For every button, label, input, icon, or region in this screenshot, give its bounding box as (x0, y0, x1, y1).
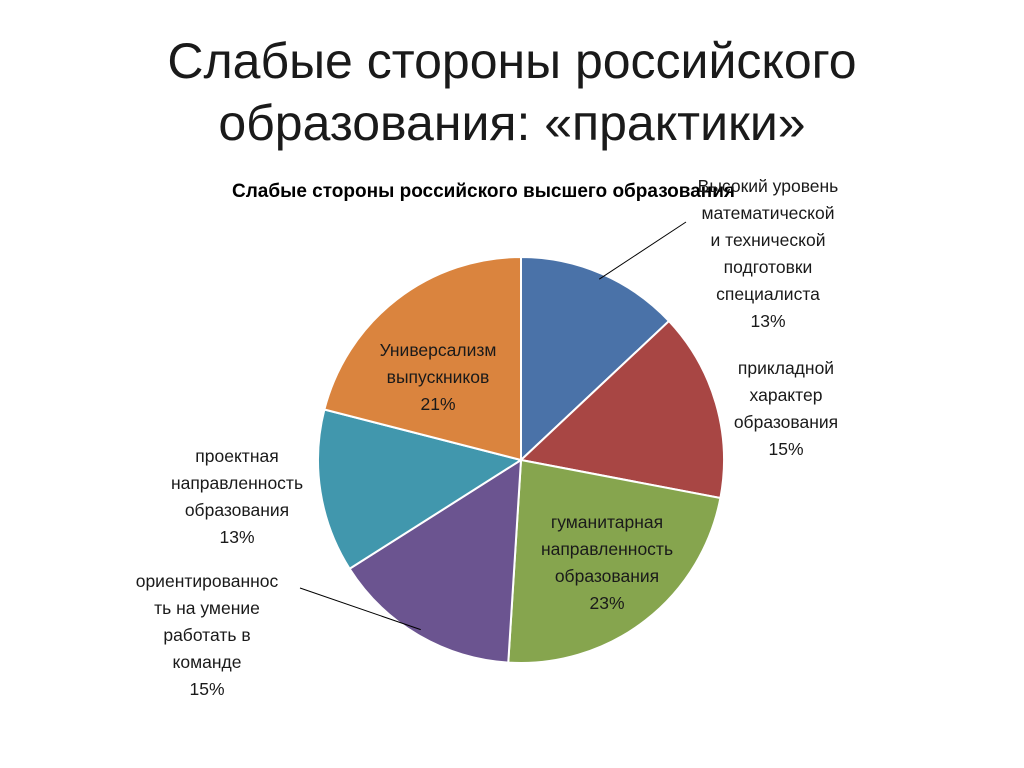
slide-title-line-2: образования: «практики» (218, 95, 806, 151)
slice-label-line: специалиста (716, 284, 820, 304)
slice-label-line: гуманитарная (550, 512, 664, 532)
slice-percent: 13% (750, 311, 786, 331)
slice-percent: 21% (420, 394, 456, 414)
slice-label-line: ть на умение (154, 598, 260, 618)
slice-label-line: образования (554, 566, 660, 586)
slice-label-applied: прикладной характер образования 15% (716, 355, 856, 463)
pie-slice-teamwork (348, 458, 523, 664)
slice-label-project: проектная направленность образования 13% (150, 443, 324, 551)
leader-line-teamwork (299, 587, 421, 631)
pie-slice-math-tech (520, 255, 671, 463)
slice-label-teamwork: ориентированнос ть на умение работать в … (112, 568, 302, 703)
slice-percent: 15% (189, 679, 225, 699)
slice-label-universalism: Универсализм выпускников 21% (358, 337, 518, 418)
slice-label-line: выпускников (386, 367, 490, 387)
slice-label-line: образования (733, 412, 839, 432)
pie-slice-project (317, 408, 524, 571)
slide-title-line-1: Слабые стороны российского (167, 33, 857, 89)
slice-percent: 15% (768, 439, 804, 459)
slice-percent: 23% (589, 593, 625, 613)
slice-label-line: работать в (163, 625, 251, 645)
slice-label-line: Универсализм (379, 340, 497, 360)
slice-label-line: математической (701, 203, 835, 223)
chart-title: Слабые стороны российского высшего образ… (232, 181, 736, 202)
slice-label-humanitarian: гуманитарная направленность образования … (522, 509, 692, 617)
slice-label-math-tech: Высокий уровень математической и техниче… (676, 173, 860, 335)
pie-slice-applied (518, 319, 725, 500)
slice-label-line: Высокий уровень (697, 176, 839, 196)
slice-label-line: прикладной (737, 358, 835, 378)
slice-label-line: направленность (170, 473, 304, 493)
slice-label-line: ориентированнос (135, 571, 279, 591)
pie-slice-humanitarian (507, 458, 722, 664)
slice-label-line: характер (749, 385, 823, 405)
slice-label-line: и технической (710, 230, 826, 250)
slice-label-line: направленность (540, 539, 674, 559)
slice-percent: 13% (219, 527, 255, 547)
slice-label-line: образования (184, 500, 290, 520)
slide-title: Слабые стороны российского образования: … (0, 30, 1024, 154)
slice-label-line: подготовки (723, 257, 813, 277)
slice-label-line: проектная (195, 446, 279, 466)
slice-label-line: команде (172, 652, 242, 672)
leader-line-math-tech (598, 221, 687, 280)
pie-slice-universalism (323, 255, 522, 462)
